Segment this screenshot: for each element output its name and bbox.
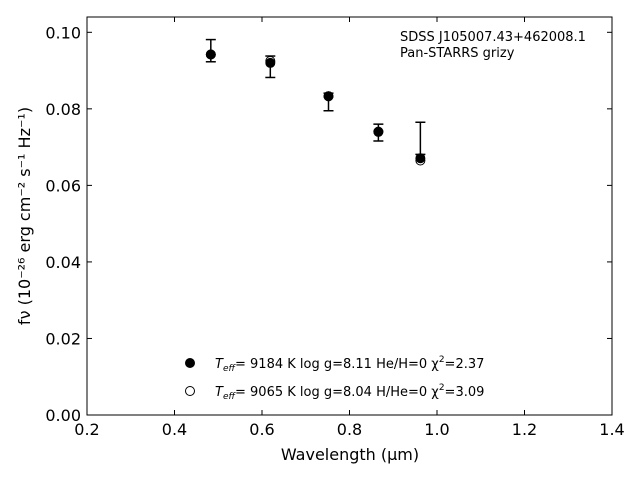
legend1-pre: T [215, 357, 224, 372]
legend2-pre: T [215, 385, 224, 400]
annotation-line2: Pan-STARRS grizy [400, 46, 515, 61]
legend1-sup: 2 [439, 355, 445, 365]
x-tick-label: 0.4 [162, 420, 187, 439]
legend2-mid: = 9065 K log g=8.04 H/He=0 χ [235, 385, 439, 400]
y-axis-label: fν (10⁻²⁶ erg cm⁻² s⁻¹ Hz⁻¹) [15, 107, 34, 325]
legend1-sub: eff [223, 364, 237, 374]
y-tick-label: 0.00 [45, 406, 81, 425]
model-point-filled [373, 126, 384, 137]
annotation-line1: SDSS J105007.43+462008.1 [400, 30, 586, 45]
model-point-filled [415, 153, 426, 164]
x-tick-label: 0.2 [74, 420, 99, 439]
model-point-filled [205, 49, 216, 60]
x-tick-label: 0.8 [337, 420, 362, 439]
legend1-mid: = 9184 K log g=8.11 He/H=0 χ [235, 357, 439, 372]
plot-area [86, 16, 613, 416]
legend: Teff= 9184 K log g=8.11 He/H=0 χ2=2.37 T… [185, 355, 484, 402]
x-tick-label: 1.0 [424, 420, 449, 439]
legend2-sub: eff [223, 392, 237, 402]
axis-ticks: 0.2 0.4 0.6 0.8 1.0 1.2 1.4 0.00 0.02 0.04 0.06 0.0… [45, 17, 625, 439]
x-tick-label: 1.2 [512, 420, 537, 439]
y-tick-label: 0.02 [45, 329, 81, 348]
model-point-filled [323, 91, 334, 102]
data-points [205, 49, 426, 166]
x-tick-label: 1.4 [599, 420, 624, 439]
x-tick-label: 0.6 [249, 420, 274, 439]
x-axis-label: Wavelength (μm) [281, 445, 419, 464]
legend1-post: =2.37 [445, 357, 485, 372]
legend-marker-filled [185, 358, 195, 368]
y-tick-label: 0.08 [45, 100, 81, 119]
y-tick-label: 0.06 [45, 176, 81, 195]
legend-marker-open [185, 386, 195, 396]
legend-label-series2: Teff= 9065 K log g=8.04 H/He=0 χ2=3.09 [215, 383, 484, 402]
legend-label-series1: Teff= 9184 K log g=8.11 He/H=0 χ2=2.37 [215, 355, 484, 374]
legend2-post: =3.09 [445, 385, 485, 400]
legend2-sup: 2 [439, 383, 445, 393]
model-point-filled [265, 57, 276, 68]
y-tick-label: 0.04 [45, 253, 81, 272]
y-tick-label: 0.10 [45, 23, 81, 42]
